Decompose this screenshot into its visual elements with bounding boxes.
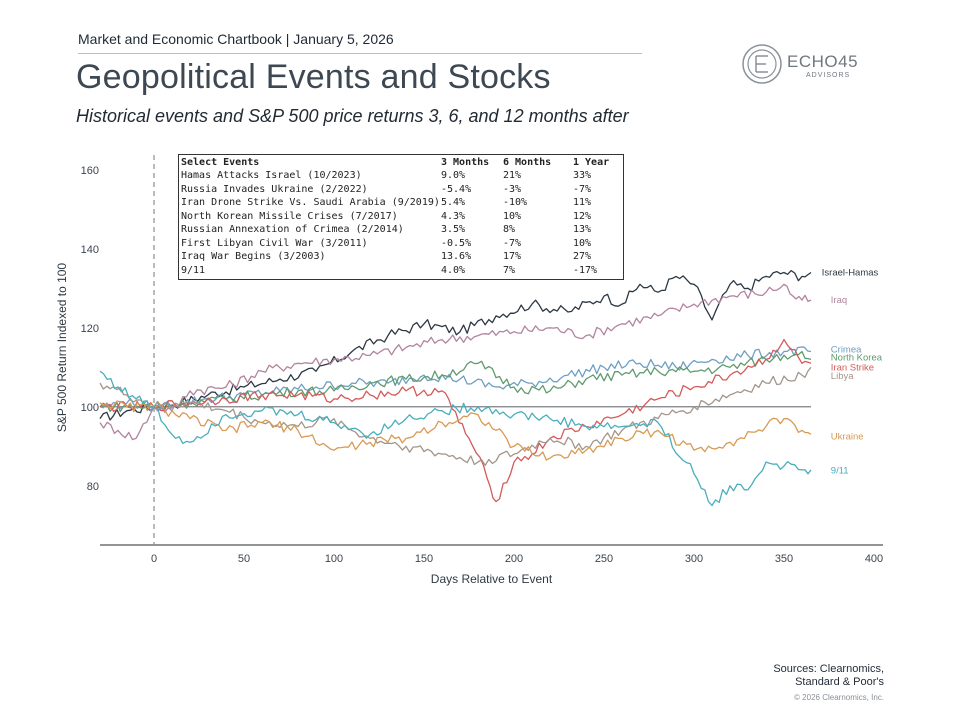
- table-cell: 10%: [503, 210, 522, 222]
- table-header-cell: 1 Year: [573, 157, 610, 168]
- table-header-cell: Select Events: [181, 157, 260, 168]
- x-tick-label: 350: [775, 553, 793, 565]
- x-tick-label: 0: [151, 553, 157, 565]
- table-cell: 8%: [503, 224, 516, 235]
- sources-line-2: Standard & Poor's: [795, 676, 884, 688]
- table-cell: 33%: [573, 170, 592, 181]
- x-tick-label: 400: [865, 553, 883, 565]
- table-cell: Russian Annexation of Crimea (2/2014): [181, 224, 404, 235]
- page-subtitle: Historical events and S&P 500 price retu…: [76, 106, 629, 126]
- echo45-logo-icon: [742, 44, 782, 84]
- series-end-label: Israel-Hamas: [822, 267, 879, 278]
- table-cell: -0.5%: [441, 237, 472, 249]
- table-cell: 13.6%: [441, 251, 472, 262]
- table-cell: 27%: [573, 251, 592, 262]
- sources-note: Sources: Clearnomics, Standard & Poor's: [773, 663, 884, 689]
- table-cell: 7%: [503, 264, 516, 276]
- y-tick-label: 140: [81, 244, 99, 256]
- table-cell: 11%: [573, 197, 592, 208]
- copyright-note: © 2026 Clearnomics, Inc.: [794, 693, 884, 702]
- table-cell: 4.0%: [441, 264, 466, 276]
- table-header-cell: 3 Months: [441, 157, 490, 168]
- table-cell: Iraq War Begins (3/2003): [181, 251, 326, 262]
- table-cell: 12%: [573, 210, 592, 222]
- table-cell: 17%: [503, 251, 522, 262]
- x-tick-label: 50: [238, 553, 250, 565]
- series-line-israel-hamas: [99, 269, 812, 421]
- series-end-label: Iraq: [831, 295, 847, 306]
- table-cell: 4.3%: [441, 210, 466, 222]
- table-cell: First Libyan Civil War (3/2011): [181, 237, 368, 249]
- series-end-label: Ukraine: [831, 431, 864, 442]
- x-tick-label: 250: [595, 553, 613, 565]
- table-cell: 9.0%: [441, 170, 466, 181]
- y-tick-label: 160: [81, 165, 99, 177]
- table-cell: 9/11: [181, 264, 206, 276]
- y-tick-label: 80: [87, 481, 99, 493]
- table-cell: 10%: [573, 237, 592, 249]
- series-line-libya: [99, 366, 812, 466]
- x-tick-label: 200: [505, 553, 523, 565]
- x-axis-label: Days Relative to Event: [431, 572, 553, 586]
- table-header-cell: 6 Months: [503, 157, 552, 168]
- chartbook-header: Market and Economic Chartbook | January …: [78, 31, 394, 47]
- series-line-iran-strike: [99, 338, 812, 503]
- y-tick-label: 100: [81, 402, 99, 414]
- page-title: Geopolitical Events and Stocks: [76, 58, 551, 96]
- table-cell: Hamas Attacks Israel (10/2023): [181, 170, 362, 181]
- table-cell: 13%: [573, 224, 592, 235]
- table-cell: Russia Invades Ukraine (2/2022): [181, 183, 368, 195]
- table-cell: -5.4%: [441, 183, 472, 195]
- events-table: Select Events 3 Months 6 Months 1 Year Hamas…: [178, 154, 624, 280]
- series-line-ukraine: [99, 400, 812, 461]
- header-divider: [78, 53, 642, 54]
- table-cell: 3.5%: [441, 224, 466, 235]
- table-cell: -17%: [573, 264, 598, 276]
- logo-subtext: ADVISORS: [806, 72, 851, 79]
- series-end-label: North Korea: [831, 352, 883, 363]
- logo-wordmark: ECHO45: [787, 52, 859, 71]
- table-cell: Iran Drone Strike Vs. Saudi Arabia (9/20…: [181, 197, 440, 208]
- x-tick-label: 300: [685, 553, 703, 565]
- series-line-iraq: [99, 283, 812, 441]
- table-cell: -7%: [573, 183, 592, 195]
- table-cell: 5.4%: [441, 197, 466, 208]
- x-tick-label: 100: [325, 553, 343, 565]
- series-end-label: Libya: [831, 371, 854, 382]
- x-tick-label: 150: [415, 553, 433, 565]
- table-cell: 21%: [503, 170, 522, 181]
- table-cell: -3%: [503, 183, 522, 195]
- series-end-label: Iran Strike: [831, 362, 874, 373]
- series-line-north-korea: [99, 350, 812, 413]
- table-cell: -7%: [503, 237, 522, 249]
- table-cell: -10%: [503, 197, 528, 208]
- series-line-9-11: [99, 370, 812, 507]
- table-cell: North Korean Missile Crises (7/2017): [181, 210, 398, 222]
- y-tick-label: 120: [81, 323, 99, 335]
- y-axis-label: S&P 500 Return Indexed to 100: [55, 263, 69, 433]
- series-end-label: Crimea: [831, 344, 862, 355]
- series-end-label: 9/11: [831, 466, 849, 477]
- sources-line-1: Sources: Clearnomics,: [773, 663, 884, 675]
